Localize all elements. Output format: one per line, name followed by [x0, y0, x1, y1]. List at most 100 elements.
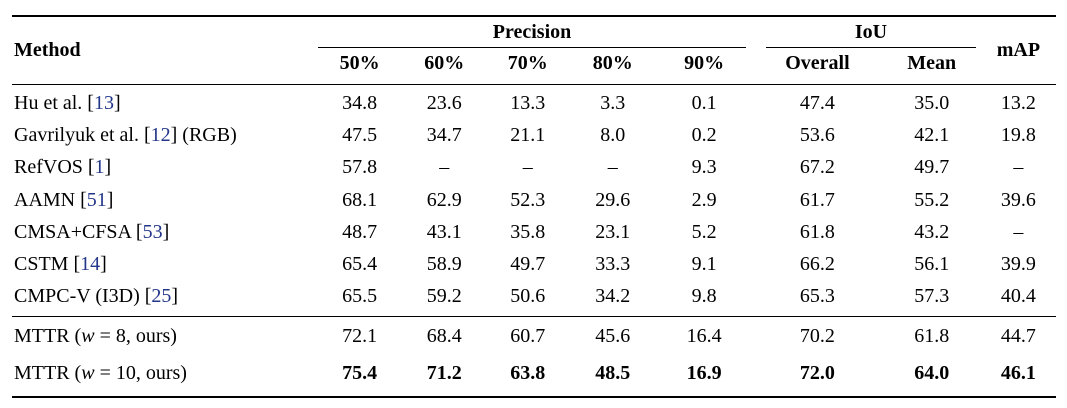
value-cell: 67.2 [799, 156, 835, 179]
value-cell: 13.3 [510, 92, 546, 114]
value-cell: 52.3 [510, 188, 546, 211]
method-text: ] [113, 92, 121, 114]
value-cell: 62.9 [426, 188, 462, 211]
value-cell: 34.8 [342, 92, 378, 114]
value-cell: 43.1 [426, 220, 462, 243]
column-header-70pct: 70% [485, 48, 570, 85]
value-cell: 53.6 [799, 124, 835, 147]
method-cell: AAMN [51] [12, 184, 317, 216]
value-cell: 0.2 [691, 124, 717, 147]
column-header-mean: Mean [882, 48, 981, 85]
method-text: ] [104, 156, 112, 179]
value-cell: 70.2 [799, 324, 835, 347]
column-group-precision: Precision [317, 16, 752, 48]
table-row: MTTR (w = 10, ours) 75.4 71.2 63.8 48.5 16.9 7… [12, 354, 1056, 397]
value-cell: 39.6 [1000, 188, 1036, 211]
method-text: MTTR ( [14, 324, 82, 347]
value-cell: 58.9 [426, 252, 462, 275]
value-cell: 72.0 [799, 361, 835, 384]
value-cell: 29.6 [595, 188, 631, 211]
value-cell: – [1013, 220, 1024, 243]
value-cell: 46.1 [1000, 361, 1036, 384]
citation-ref[interactable]: 14 [80, 252, 101, 275]
column-header-overall: Overall [752, 48, 883, 85]
method-cell: Gavrilyuk et al. [12] (RGB) [12, 120, 317, 152]
value-cell: 59.2 [402, 280, 486, 318]
value-cell: 34.2 [569, 280, 657, 318]
column-header-method: Method [12, 16, 317, 85]
value-cell: 13.2 [1000, 92, 1036, 114]
value-cell: 64.0 [914, 361, 950, 384]
value-cell: – [607, 156, 618, 179]
method-cell: CSTM [14] [12, 248, 317, 280]
method-text: ] (RGB) [170, 124, 237, 147]
value-cell: 39.9 [1000, 252, 1036, 275]
value-cell: 16.4 [686, 324, 722, 347]
math-variable: w [81, 361, 95, 384]
method-cell: MTTR (w = 8, ours) [12, 317, 317, 355]
value-cell: 9.8 [656, 280, 753, 318]
table-row: RefVOS [1] 57.8 – – – 9.3 67.2 49.7 – [12, 152, 1056, 184]
method-text: ] [162, 220, 170, 243]
value-cell: 3.3 [600, 92, 626, 114]
precision-group-label: Precision [317, 21, 747, 48]
method-text: CMSA+CFSA [ [14, 220, 143, 243]
value-cell: 48.5 [595, 361, 631, 384]
value-cell: 66.2 [799, 252, 835, 275]
value-cell: 43.2 [914, 220, 950, 243]
value-cell: 42.1 [914, 124, 950, 147]
value-cell: 34.7 [426, 124, 462, 147]
method-cell: CMSA+CFSA [53] [12, 216, 317, 248]
method-text: RefVOS [ [14, 156, 95, 179]
value-cell: 65.5 [316, 280, 403, 318]
method-cell: RefVOS [1] [12, 152, 317, 184]
table-row: CSTM [14] 65.4 58.9 49.7 33.3 9.1 66.2 56.1 39.9 [12, 248, 1056, 280]
value-cell: 68.4 [426, 324, 462, 347]
value-cell: 75.4 [342, 361, 378, 384]
header-subcolumns-row: 50% 60% 70% 80% 90% Overall Mean [12, 48, 1056, 85]
table-row: AAMN [51] 68.1 62.9 52.3 29.6 2.9 61.7 55.2 39.6 [12, 184, 1056, 216]
value-cell: 71.2 [426, 361, 462, 384]
citation-ref[interactable]: 13 [93, 92, 114, 114]
method-text: MTTR ( [14, 361, 82, 384]
value-cell: 60.7 [510, 324, 546, 347]
table-row: MTTR (w = 8, ours) 72.1 68.4 60.7 45.6 16.4 70… [12, 317, 1056, 355]
results-table: Method Precision IoU mAP 50% 60% 70% 80% 90%… [12, 15, 1056, 398]
value-cell: 61.8 [914, 324, 950, 347]
value-cell: 19.8 [1000, 124, 1036, 147]
header-group-row: Method Precision IoU mAP [12, 16, 1056, 85]
value-cell: 44.7 [1000, 324, 1036, 347]
citation-ref[interactable]: 25 [151, 285, 172, 308]
value-cell: 8.0 [600, 124, 626, 147]
value-cell: 45.6 [595, 324, 631, 347]
method-cell: CMPC-V (I3D) [25] [12, 280, 317, 318]
column-header-90pct: 90% [656, 48, 753, 85]
value-cell: 16.9 [686, 361, 722, 384]
method-text: Gavrilyuk et al. [ [14, 124, 151, 147]
column-header-50pct: 50% [316, 48, 403, 85]
value-cell: 0.1 [691, 92, 717, 114]
citation-ref[interactable]: 53 [142, 220, 163, 243]
method-text: AAMN [ [14, 188, 87, 211]
table-row: CMSA+CFSA [53] 48.7 43.1 35.8 23.1 5.2 61.8 43.… [12, 216, 1056, 248]
value-cell: – [1013, 156, 1024, 179]
value-cell: 57.8 [342, 156, 378, 179]
value-cell: 9.1 [691, 252, 717, 275]
value-cell: 49.7 [914, 156, 950, 179]
method-text: Hu et al. [ [14, 92, 94, 114]
table-row: Gavrilyuk et al. [12] (RGB) 47.5 34.7 21.1 8… [12, 120, 1056, 152]
value-cell: 5.2 [691, 220, 717, 243]
citation-ref[interactable]: 1 [94, 156, 105, 179]
value-cell: 57.3 [882, 280, 981, 318]
citation-ref[interactable]: 51 [86, 188, 107, 211]
value-cell: 50.6 [485, 280, 570, 318]
value-cell: 35.0 [914, 92, 950, 114]
column-header-map: mAP [980, 16, 1056, 85]
citation-ref[interactable]: 12 [150, 124, 171, 147]
column-header-80pct: 80% [569, 48, 657, 85]
value-cell: 68.1 [342, 188, 378, 211]
value-cell: 23.6 [426, 92, 462, 114]
method-text: ] [100, 252, 107, 275]
value-cell: 9.3 [691, 156, 717, 179]
method-cell: Hu et al. [13] [12, 85, 317, 120]
